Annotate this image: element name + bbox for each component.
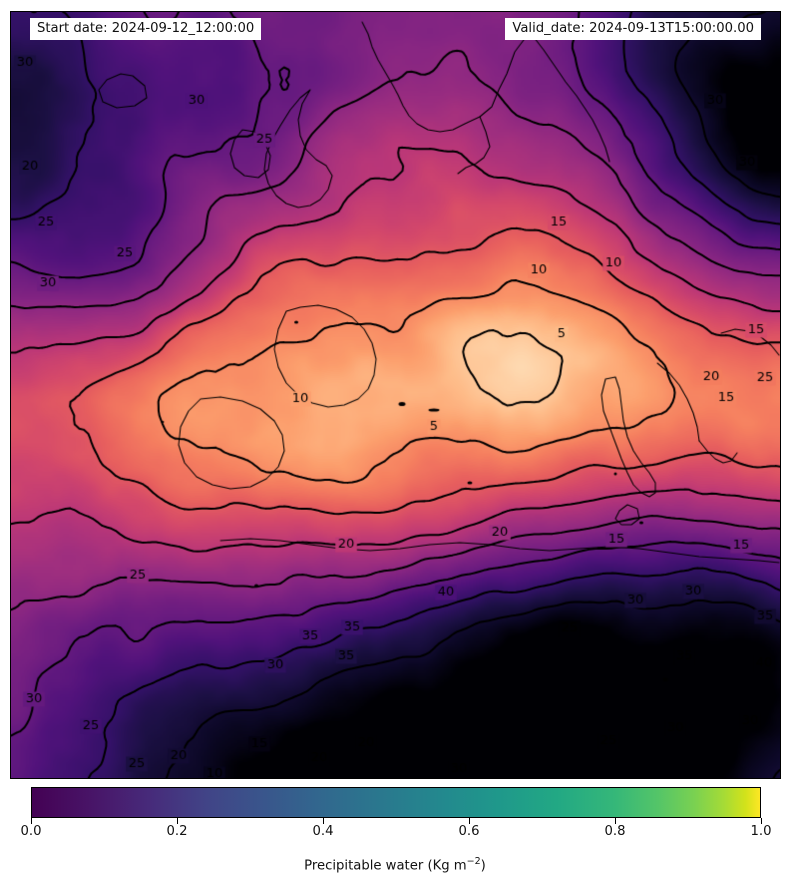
colorbar-axis-label: Precipitable water (Kg m−2) [0, 856, 790, 873]
colorbar-tick-mark [469, 818, 471, 824]
colorbar-tick-label: 0.0 [20, 824, 42, 839]
colorbar-tick-mark [323, 818, 325, 824]
colorbar-tick-label: 1.0 [750, 824, 772, 839]
colorbar-tick-label: 0.2 [166, 824, 188, 839]
start-date-label: Start date: 2024-09-12_12:00:00 [30, 18, 262, 41]
colorbar-tick-mark [761, 818, 763, 824]
colorbar-tick-label: 0.4 [312, 824, 334, 839]
colorbar-tick-label: 0.6 [458, 824, 480, 839]
colorbar-label-exponent: −2 [466, 856, 481, 867]
precipitable-water-field[interactable] [11, 12, 780, 778]
colorbar-gradient[interactable] [31, 787, 761, 818]
colorbar-label-text: Precipitable water (Kg m [304, 858, 467, 874]
colorbar-tick-mark [31, 818, 33, 824]
colorbar-label-suffix: ) [480, 858, 486, 874]
map-axes[interactable] [10, 11, 781, 779]
colorbar-tick-mark [615, 818, 617, 824]
colorbar-tick-label: 0.8 [604, 824, 626, 839]
valid-date-label: Valid_date: 2024-09-13T15:00:00.00 [505, 18, 761, 41]
colorbar-tick-mark [177, 818, 179, 824]
